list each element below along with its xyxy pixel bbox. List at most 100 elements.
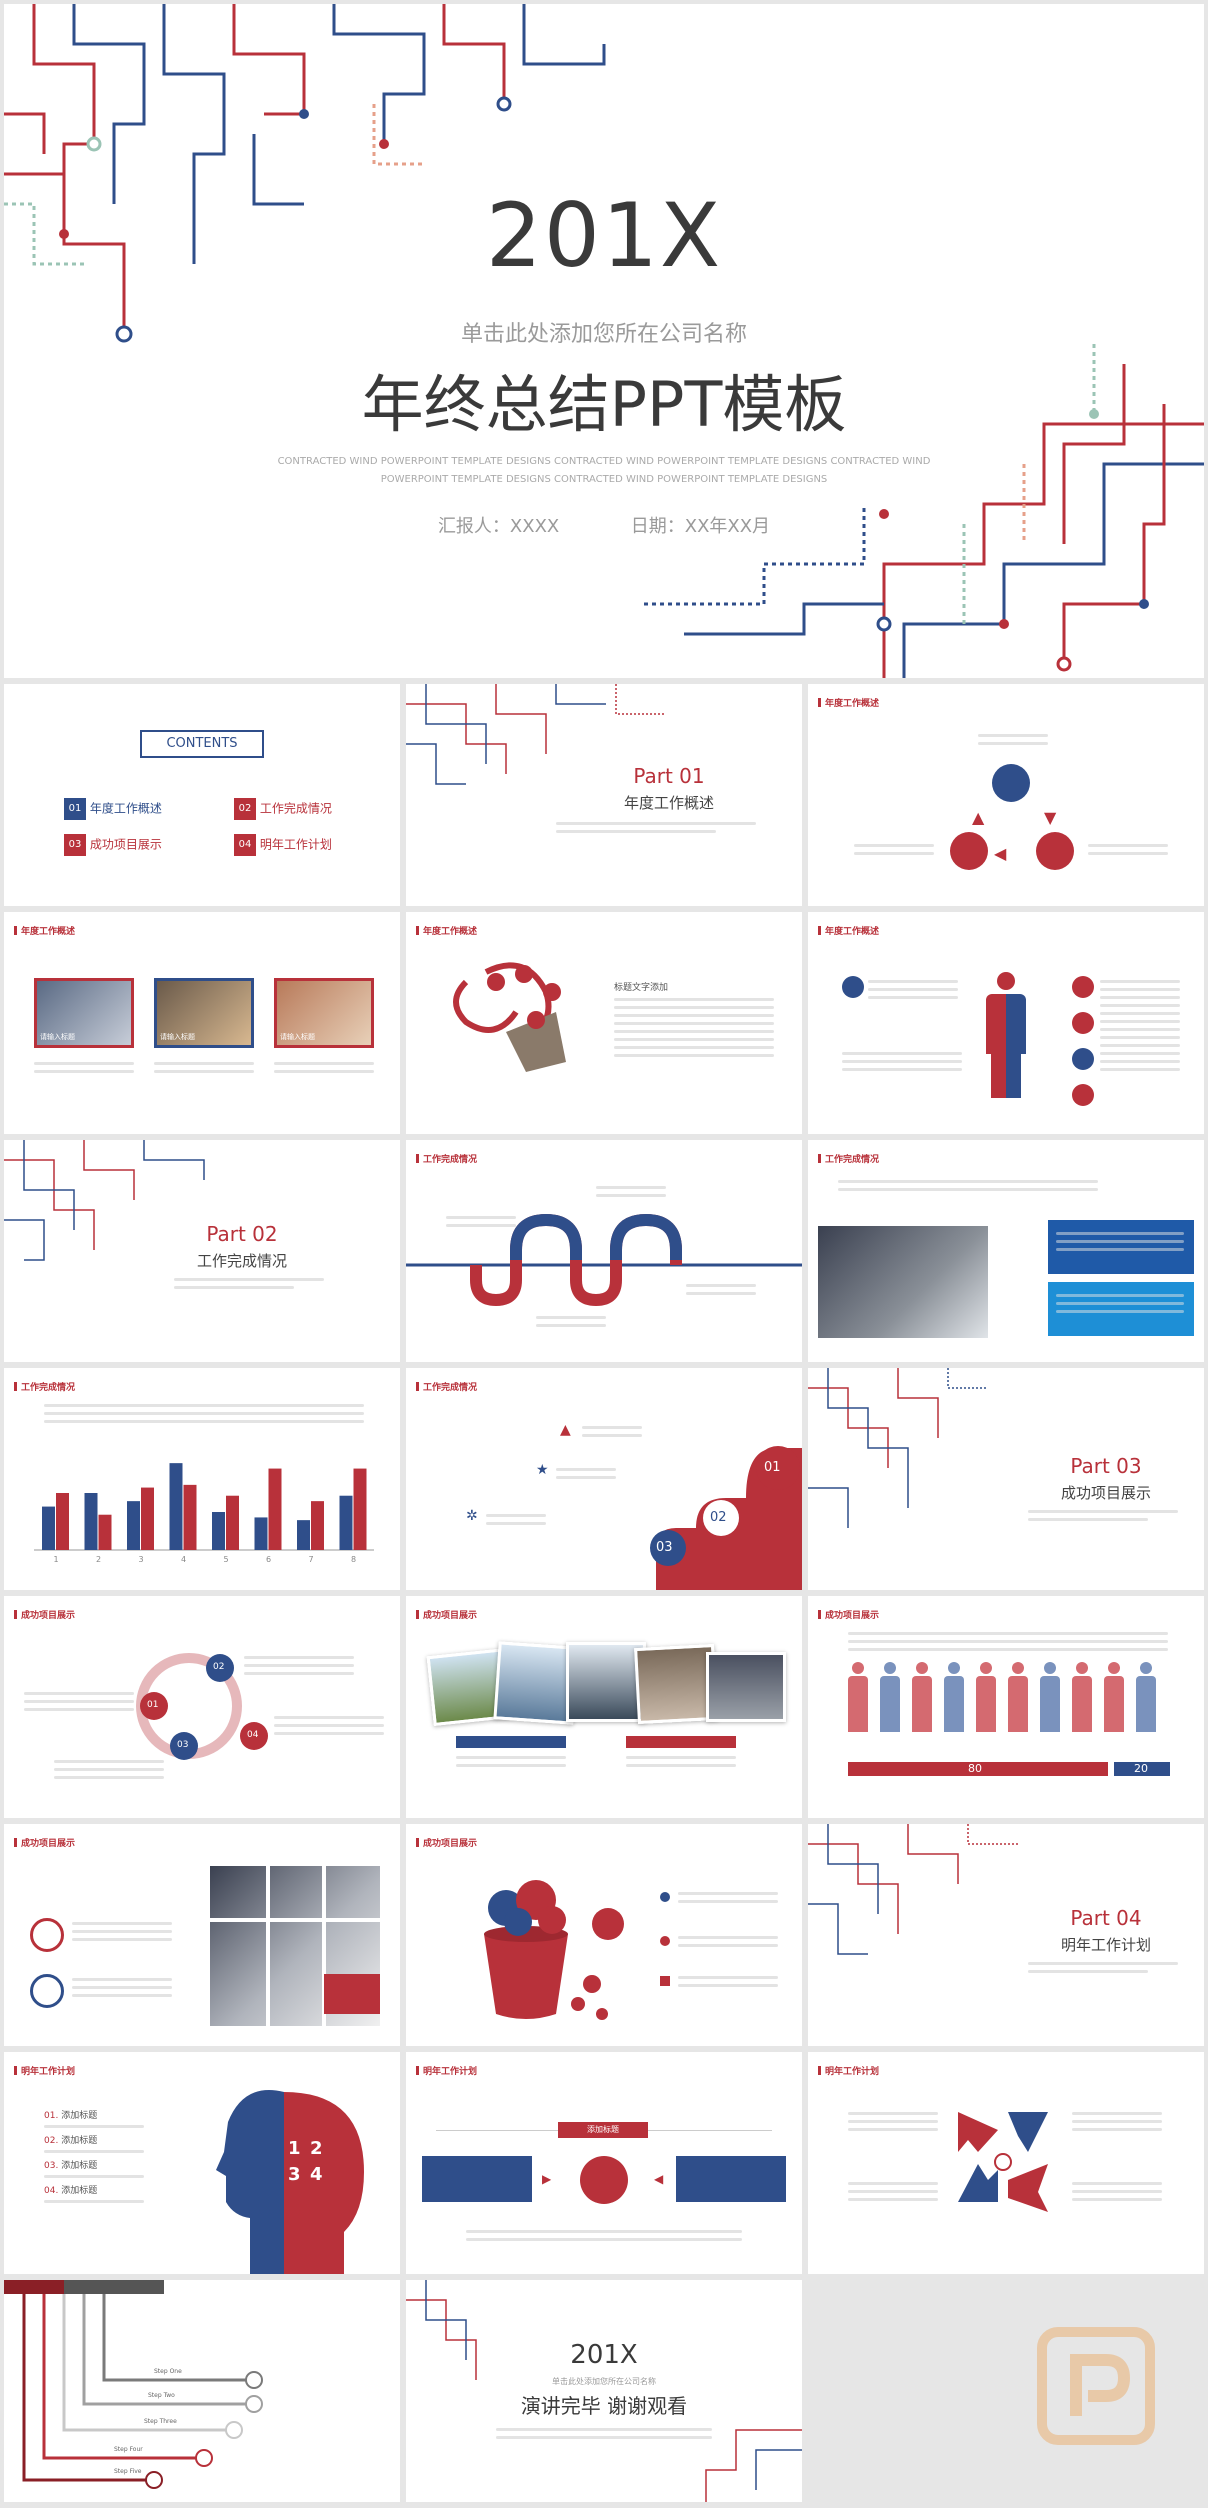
circuit-decoration [808,1824,1018,1955]
ending-desc [496,2428,712,2444]
step-label-5: Step Five [114,2468,142,2475]
circuit-decoration [4,1140,205,1261]
wave-timeline-slide[interactable]: 工作完成情况 [406,1140,802,1362]
section-header: 明年工作计划 [14,2064,75,2077]
bar-chart-slide[interactable]: 工作完成情况 1 2 3 4 5 6 7 8 [4,1368,400,1590]
cover-reporter: 汇报人：XXXX [437,516,560,537]
photo-card-2 [154,978,254,1048]
x-tick-label: 6 [266,1555,271,1564]
text-block [536,1316,606,1332]
stair-graphic [650,1446,802,1590]
x-tick-label: 2 [96,1555,101,1564]
bar [169,1463,183,1550]
cover-date: 日期：XX年XX月 [630,516,771,537]
circuit-decoration [4,4,1204,678]
contents-item-2[interactable]: 02 工作完成情况 [234,798,332,820]
arrow-left: ◀ [994,844,1007,863]
person-figure-icon [1072,1662,1092,1732]
gear-process-slide[interactable]: 成功项目展示 01 02 03 04 [4,1596,400,1818]
handshake-slide[interactable]: 成功项目展示 [4,1824,400,2046]
gear-num-4: 04 [247,1730,259,1740]
part03-slide[interactable]: Part 03 成功项目展示 [808,1368,1204,1590]
step-lines [4,2280,263,2489]
right-box [676,2156,786,2202]
ending-slide[interactable]: 201X 单击此处添加您所在公司名称 演讲完毕 谢谢观看 [406,2280,802,2502]
arrow-up-left: ▲ [972,808,985,827]
text-block [678,1976,778,1992]
part02-title: 工作完成情况 [196,1252,287,1270]
text-block [274,1062,374,1078]
contents-slide[interactable]: CONTENTS 01 年度工作概述 02 工作完成情况 03 成功项目展示 0… [4,684,400,906]
part01-slide[interactable]: Part 01 年度工作概述 [406,684,802,906]
photo-label-2: 请输入标题 [160,1033,195,1041]
center-circle-slide[interactable]: 明年工作计划 添加标题 ▶ ◀ [406,2052,802,2274]
human-slide[interactable]: 年度工作概述 [808,912,1204,1134]
tag-icon [1036,832,1074,870]
bar [84,1493,98,1550]
part04-slide[interactable]: Part 04 明年工作计划 [808,1824,1204,2046]
bar [56,1493,69,1550]
ratio-left-value: 80 [968,1762,982,1775]
stair-num-3: 03 [656,1540,673,1555]
writing-photo-slide[interactable]: 工作完成情况 [808,1140,1204,1362]
part04-label: Part 04 [1070,1906,1142,1930]
wave-timeline [406,1213,802,1307]
text-block [678,1892,778,1908]
photo-label-3: 请输入标题 [280,1033,315,1041]
text-block [54,1760,164,1784]
bucket-slide[interactable]: 成功项目展示 [406,1824,802,2046]
part02-slide[interactable]: Part 02 工作完成情况 [4,1140,400,1362]
text-block [456,1756,566,1772]
head-list-item: 02. 添加标题 [44,2136,98,2146]
circuit-decoration [406,2280,802,2502]
steps-slide[interactable]: Step One Step Two Step Three Step Four S… [4,2280,400,2502]
team-icon [950,832,988,870]
part03-title: 成功项目展示 [1060,1484,1151,1502]
person-figure-icon [1008,1662,1028,1732]
section-header: 成功项目展示 [416,1836,477,1849]
text-block [848,2112,938,2136]
landscape-photos-slide[interactable]: 成功项目展示 [406,1596,802,1818]
section-header: 年度工作概述 [818,924,879,937]
part03-desc [1028,1510,1178,1526]
photo-5 [706,1652,786,1722]
text-block [848,2182,938,2206]
people-ratio-slide[interactable]: 成功项目展示 80 20 [808,1596,1204,1818]
contents-item-1[interactable]: 01 年度工作概述 [64,798,162,820]
bar [297,1520,310,1550]
section-header: 年度工作概述 [416,924,477,937]
head-graphic [216,2090,364,2274]
info-box-1 [1048,1220,1194,1274]
text-block [838,1180,1098,1196]
text-block [842,1052,962,1076]
red-dot [660,1936,670,1946]
gear-icon: ✲ [466,1508,478,1524]
caption-bar-red [626,1736,736,1748]
megaphone-slide[interactable]: 年度工作概述 标题文字添加 [406,912,802,1134]
text-block [34,1062,134,1078]
text-block [1100,980,1180,1076]
step-label-3: Step Three [144,2418,177,2425]
head-profile-slide[interactable]: 明年工作计划 01. 添加标题 02. 添加标题 03. 添加标题 04. 添加… [4,2052,400,2274]
x-tick-label: 4 [181,1555,186,1564]
photo-label-1: 请输入标题 [40,1033,75,1041]
contents-item-3[interactable]: 03 成功项目展示 [64,834,162,856]
overview-cycle-slide[interactable]: 年度工作概述 ◀ ▲ ▼ [808,684,1204,906]
gear-num-1: 01 [147,1700,159,1710]
arrows-slide[interactable]: 明年工作计划 [808,2052,1204,2274]
cover-company: 单击此处添加您所在公司名称 [460,322,747,347]
photos-slide[interactable]: 年度工作概述 请输入标题 请输入标题 请输入标题 [4,912,400,1134]
contents-item-4[interactable]: 04 明年工作计划 [234,834,332,856]
person-figure-icon [1040,1662,1060,1732]
boat-icon [30,1974,64,2008]
text-block [686,1284,756,1300]
bar [311,1501,324,1550]
stair-slide[interactable]: 工作完成情况 01 02 03 ▲ ★ ✲ [406,1368,802,1590]
bar [141,1487,154,1550]
cover-slide[interactable]: 201X 单击此处添加您所在公司名称 年终总结PPT模板 CONTRACTED … [4,4,1204,678]
section-header: 成功项目展示 [14,1608,75,1621]
head-list-item: 04. 添加标题 [44,2186,98,2196]
bar [268,1468,282,1550]
people-row [848,1662,1178,1772]
